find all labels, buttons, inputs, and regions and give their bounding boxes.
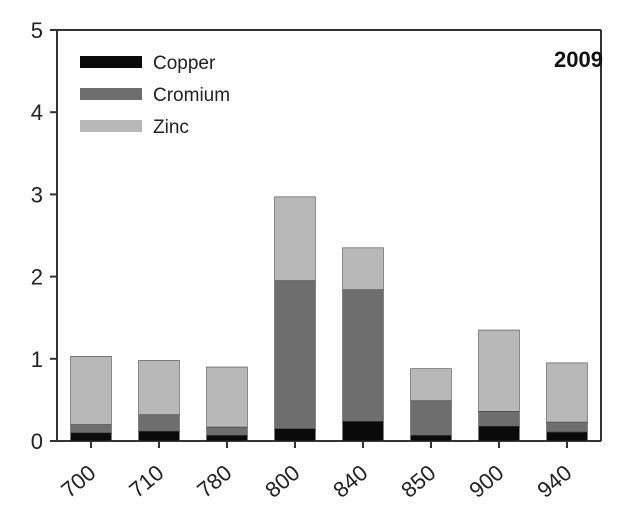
y-tick-label: 5 [31,18,43,43]
bar-segment-zinc-710 [138,360,180,415]
bar-segment-cromium-840 [342,289,384,422]
bar-segment-copper-850 [410,434,452,442]
bars [70,196,588,442]
bar-segment-copper-700 [70,432,112,442]
bar-segment-zinc-800 [274,196,316,282]
chart-title: 2009 [554,47,603,72]
bar-segment-zinc-700 [70,356,112,425]
legend-swatch-zinc [80,120,142,132]
bar-segment-cromium-780 [206,426,248,436]
bar-segment-cromium-710 [138,414,180,432]
bar-segment-cromium-900 [478,411,520,427]
x-tick-label: 840 [328,460,372,503]
x-tick-label: 710 [124,460,168,503]
y-tick-label: 2 [31,265,43,290]
bar-segment-zinc-900 [478,329,520,412]
bar-segment-zinc-840 [342,247,384,291]
bar-segment-cromium-850 [410,400,452,436]
y-tick-label: 3 [31,182,43,207]
x-tick-label: 800 [260,460,304,503]
bar-segment-copper-780 [206,434,248,442]
legend-label-copper: Copper [153,53,216,74]
x-tick-label: 780 [192,460,236,503]
bar-segment-cromium-800 [274,280,316,429]
legend: Copper Cromium Zinc [80,53,230,138]
x-tick-label: 940 [532,460,576,503]
bar-segment-cromium-940 [546,421,588,433]
bar-segment-copper-900 [478,425,520,442]
bar-segment-copper-840 [342,420,384,442]
x-tick-label: 850 [396,460,440,503]
y-tick-label: 1 [31,347,43,372]
legend-swatch-copper [80,56,142,68]
bar-segment-cromium-700 [70,424,112,434]
bar-segment-zinc-940 [546,362,588,423]
bar-segment-zinc-780 [206,366,248,428]
legend-label-cromium: Cromium [153,85,230,106]
bar-segment-copper-800 [274,428,316,442]
bar-segment-copper-710 [138,430,180,442]
bar-segment-copper-940 [546,431,588,442]
y-tick-label: 0 [31,429,43,454]
x-tick-label: 900 [464,460,508,503]
bar-segment-zinc-850 [410,368,452,402]
legend-label-zinc: Zinc [153,117,189,138]
x-tick-label: 700 [56,460,100,503]
legend-swatch-cromium [80,88,142,100]
y-tick-label: 4 [31,100,43,125]
